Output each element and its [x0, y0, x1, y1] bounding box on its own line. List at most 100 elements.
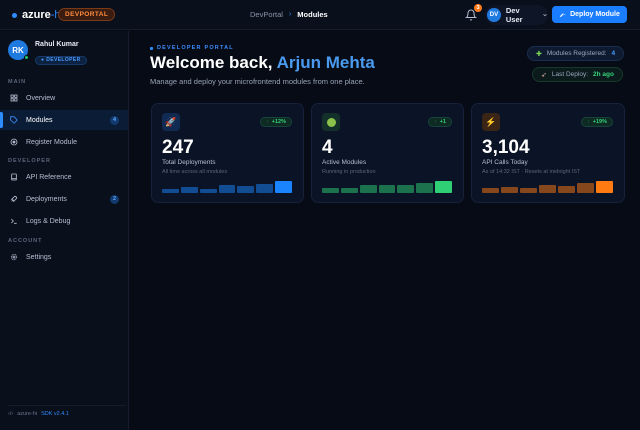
- deployments-count-badge: 2: [110, 194, 119, 204]
- breadcrumb-separator-icon: ›: [288, 11, 292, 18]
- last-deploy-value: 2h ago: [593, 71, 614, 78]
- sdk-name: azure-hi: [17, 410, 38, 417]
- sparkline-bars: [322, 180, 453, 193]
- puzzle-icon: ✚: [536, 50, 542, 58]
- eyebrow-dot-icon: [150, 46, 153, 50]
- breadcrumb-current: Modules: [297, 10, 328, 19]
- stat-label: Total Deployments: [162, 159, 216, 166]
- sidebar-item-overview[interactable]: Overview: [0, 88, 128, 108]
- deploy-module-label: Deploy Module: [570, 11, 620, 18]
- stat-card-total-deployments[interactable]: 🚀 ↑ +12% 247 Total Deployments All time a…: [151, 103, 304, 203]
- stat-card-api-calls[interactable]: ⚡ ↑ +19% 3,104 API Calls Today As of 14:3…: [471, 103, 625, 203]
- brand-logo[interactable]: azure-hi: [12, 9, 63, 21]
- trend-value: +1: [439, 119, 446, 125]
- sparkline-bar: [237, 186, 255, 193]
- sparkline-bar: [501, 186, 518, 193]
- sidebar-item-label: Settings: [26, 253, 52, 261]
- sdk-version-footer: ‹/› azure-hi SDK v2.4.1: [8, 405, 126, 421]
- user-name: Dev User: [505, 6, 523, 24]
- avatar-initials: RK: [12, 45, 24, 55]
- sidebar-item-modules[interactable]: Modules 4: [0, 110, 128, 130]
- stat-card-active-modules[interactable]: ↑ +1 4 Active Modules Running in producti…: [311, 103, 464, 203]
- sparkline-bar: [558, 185, 575, 193]
- sidebar: RK Rahul Kumar ● DEVELOPER MAIN Overview…: [0, 31, 129, 430]
- breadcrumb: DevPortal › Modules: [250, 10, 328, 19]
- sparkline-bar: [539, 185, 556, 193]
- stat-value: 4: [322, 137, 333, 158]
- stat-label: API Calls Today: [482, 159, 528, 166]
- brand-dot-icon: [12, 12, 17, 18]
- sparkline-bars: [162, 180, 293, 193]
- brand-name: azure: [22, 9, 51, 21]
- sparkline-bar: [162, 189, 179, 193]
- wrench-icon: [559, 12, 566, 18]
- sidebar-item-label: Deployments: [26, 195, 67, 203]
- stat-label: Active Modules: [322, 159, 367, 166]
- breadcrumb-devportal[interactable]: DevPortal: [250, 10, 283, 19]
- grid-icon: [10, 94, 18, 102]
- modules-registered-value: 4: [611, 50, 616, 57]
- sidebar-item-deployments[interactable]: Deployments 2: [0, 189, 128, 209]
- sidebar-item-settings[interactable]: Settings: [0, 247, 128, 267]
- sidebar-item-label: Register Module: [26, 138, 77, 146]
- stat-value: 247: [162, 137, 194, 158]
- sparkline-bar: [435, 180, 453, 193]
- sidebar-item-label: Overview: [26, 94, 56, 102]
- sparkline-bar: [340, 187, 358, 193]
- page-eyebrow: DEVELOPER PORTAL: [150, 45, 234, 51]
- online-status-icon: [24, 55, 29, 60]
- trend-value: +12%: [271, 119, 286, 125]
- sparkline-bar: [378, 185, 396, 193]
- deploy-module-button[interactable]: Deploy Module: [552, 6, 627, 23]
- top-bar: azure-hi DEVPORTAL DevPortal › Modules 3…: [0, 0, 640, 30]
- sidebar-item-logs-debug[interactable]: Logs & Debug: [0, 211, 128, 231]
- profile-card[interactable]: RK Rahul Kumar ● DEVELOPER: [8, 40, 87, 66]
- rocket-icon: 🚀: [162, 113, 180, 131]
- eyebrow-text: DEVELOPER PORTAL: [157, 45, 234, 51]
- chevron-down-icon: [543, 13, 547, 17]
- sparkline-bar: [359, 185, 377, 193]
- trend-badge: ↑ +19%: [581, 117, 613, 127]
- notification-count-badge: 3: [474, 4, 482, 12]
- greeting-user-name: Arjun Mehta: [276, 53, 375, 72]
- sparkline-bar: [199, 189, 217, 193]
- book-icon: [11, 173, 17, 181]
- sparkline-bar: [218, 185, 236, 193]
- sidebar-item-label: API Reference: [26, 173, 72, 181]
- last-deploy-pill: ➶ Last Deploy: 2h ago: [532, 67, 623, 82]
- stat-sublabel: All time across all modules: [162, 169, 228, 175]
- profile-name: Rahul Kumar: [35, 41, 79, 48]
- modules-registered-label: Modules Registered:: [546, 50, 607, 57]
- sparkline-bar: [520, 187, 537, 193]
- trend-value: +19%: [592, 119, 607, 125]
- section-label-account: ACCOUNT: [8, 238, 43, 244]
- user-avatar: DV: [487, 8, 501, 22]
- trend-badge: ↑ +1: [428, 117, 452, 127]
- sparkline-bar: [180, 187, 198, 193]
- modules-registered-pill: ✚ Modules Registered: 4: [527, 46, 625, 61]
- bell-icon[interactable]: [465, 9, 477, 21]
- sparkline-bar: [256, 183, 274, 193]
- sparkline-bar: [596, 180, 613, 193]
- sidebar-item-api-reference[interactable]: API Reference: [0, 167, 128, 187]
- trend-badge: ↑ +12%: [260, 117, 292, 127]
- sparkline-bar: [482, 188, 499, 193]
- rocket-icon: ➶: [541, 71, 547, 79]
- sdk-version[interactable]: SDK v2.4.1: [41, 410, 69, 417]
- terminal-icon: [11, 218, 17, 224]
- sparkline-bar: [322, 187, 339, 193]
- rocket-icon: [11, 195, 18, 202]
- user-menu[interactable]: DV Dev User: [485, 5, 548, 25]
- sidebar-item-label: Modules: [26, 116, 53, 124]
- stat-sublabel: Running in production: [322, 169, 376, 175]
- code-icon: ‹/›: [8, 410, 14, 417]
- lightning-icon: ⚡: [482, 113, 500, 131]
- sidebar-item-register-module[interactable]: Register Module: [0, 132, 128, 152]
- trend-up-icon: ↑: [434, 119, 437, 125]
- stat-value: 3,104: [482, 137, 530, 158]
- page-title: Welcome back, Arjun Mehta: [150, 53, 375, 73]
- sidebar-item-label: Logs & Debug: [26, 217, 71, 225]
- greeting: Welcome back,: [150, 53, 277, 72]
- sparkline-bar: [577, 183, 594, 193]
- sparkline-bar: [275, 180, 293, 193]
